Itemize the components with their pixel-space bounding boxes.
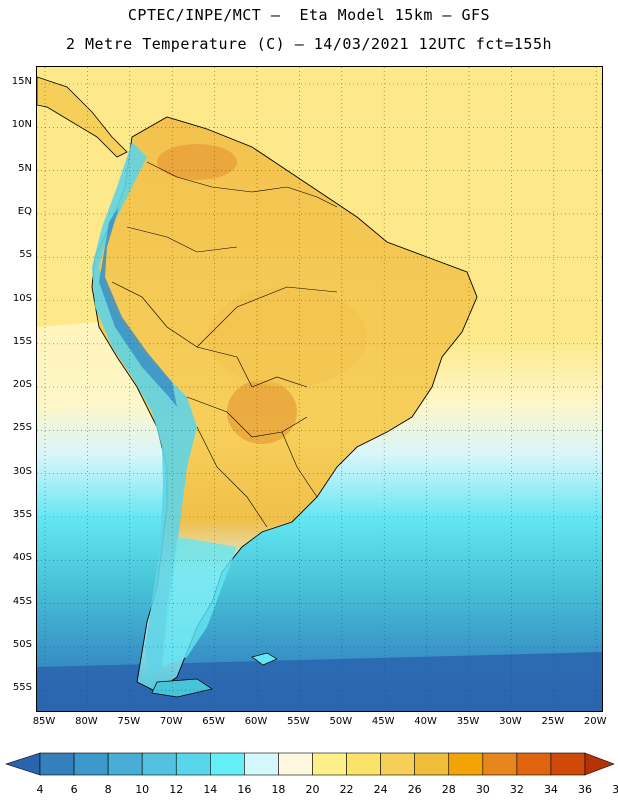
colorbar-label-34: 34 <box>543 783 558 796</box>
graticule-grid <box>37 67 602 711</box>
central-america <box>37 76 128 158</box>
colorbar-label-32: 32 <box>509 783 524 796</box>
colorbar-swatch-1 <box>39 752 75 776</box>
colorbar-label-4: 4 <box>36 783 44 796</box>
colorbar-swatch-10 <box>346 752 381 776</box>
lon-label-60w: 60W <box>244 716 268 727</box>
lat-label-5s: 5S <box>19 249 32 261</box>
temperature-map <box>36 66 603 712</box>
lat-label-45s: 45S <box>12 595 32 607</box>
colorbar-swatch-3 <box>107 752 143 776</box>
colorbar-swatch-12 <box>414 752 450 776</box>
lon-label-35w: 35W <box>456 716 480 727</box>
map-title-line1: CPTEC/INPE/MCT – Eta Model 15km – GFS <box>127 6 491 24</box>
colorbar-label-26: 26 <box>407 783 422 796</box>
colorbar-label-20: 20 <box>305 783 320 796</box>
colorbar-label-18: 18 <box>271 783 286 796</box>
lat-label-40s: 40S <box>12 552 32 564</box>
colorbar-swatch-6 <box>210 752 245 776</box>
lon-label-20w: 20W <box>583 716 607 727</box>
colorbar-label-30: 30 <box>475 783 490 796</box>
colorbar-arrow-high <box>584 752 615 776</box>
lat-label-15n: 15N <box>11 76 32 87</box>
lat-label-10n: 10N <box>11 119 32 131</box>
colorbar-swatch-14 <box>482 752 518 776</box>
colorbar-swatch-15 <box>516 752 552 776</box>
lon-label-50w: 50W <box>329 716 353 727</box>
lat-label-eq: EQ <box>17 205 32 217</box>
colorbar-label-12: 12 <box>169 783 184 796</box>
colorbar-label-38: 38 <box>612 783 618 796</box>
lat-label-30s: 30S <box>12 465 32 477</box>
colorbar-label-10: 10 <box>135 783 150 796</box>
colorbar-swatch-5 <box>175 752 211 776</box>
colorbar-swatch-7 <box>244 752 279 776</box>
colorbar-label-28: 28 <box>441 783 456 796</box>
colorbar-label-24: 24 <box>373 783 388 796</box>
colorbar-swatch-11 <box>380 752 415 776</box>
lon-label-40w: 40W <box>414 716 437 727</box>
colorbar-label-22: 22 <box>339 783 354 796</box>
colorbar-swatch-8 <box>278 752 313 776</box>
lon-label-65w: 65W <box>202 716 225 727</box>
colorbar-label-16: 16 <box>237 783 252 796</box>
lon-label-30w: 30W <box>499 716 522 727</box>
lat-label-55s: 55S <box>12 682 32 694</box>
colorbar-label-8: 8 <box>104 783 112 796</box>
lat-label-5n: 5N <box>18 162 32 174</box>
lat-label-10s: 10S <box>12 292 32 304</box>
colorbar-swatch-13 <box>448 752 484 776</box>
colorbar-swatch-2 <box>73 752 109 776</box>
colorbar-swatch-9 <box>312 752 347 776</box>
colorbar-label-6: 6 <box>70 783 78 796</box>
hot-region-north <box>157 144 237 180</box>
colorbar-swatch-4 <box>141 752 177 776</box>
falkland-islands <box>251 652 278 666</box>
warm-region-central <box>207 287 367 387</box>
tierra-del-fuego <box>151 678 213 698</box>
lat-label-15s: 15S <box>12 335 32 347</box>
colorbar-label-36: 36 <box>578 783 592 796</box>
lon-label-55w: 55W <box>287 716 310 727</box>
map-canvas <box>37 67 602 711</box>
map-title-line2: 2 Metre Temperature (C) – 14/03/2021 12U… <box>65 35 553 53</box>
lon-label-25w: 25W <box>541 716 565 727</box>
colorbar-label-14: 14 <box>203 783 218 796</box>
lon-label-85w: 85W <box>32 716 56 727</box>
country-borders <box>111 161 338 528</box>
lat-label-35s: 35S <box>12 509 32 520</box>
lat-label-50s: 50S <box>12 638 32 650</box>
temperature-colorbar <box>5 752 615 776</box>
hot-region-chaco <box>227 380 297 444</box>
colorbar-arrow-low <box>5 752 41 776</box>
lon-label-45w: 45W <box>371 716 395 727</box>
patagonia-cold <box>162 537 237 667</box>
lat-label-25s: 25S <box>12 422 32 434</box>
lon-label-75w: 75W <box>117 716 141 727</box>
lon-label-80w: 80W <box>75 716 98 727</box>
andes-cold-band <box>92 142 197 679</box>
colorbar-swatch-16 <box>550 752 586 776</box>
lon-label-70w: 70W <box>159 716 183 727</box>
lat-label-20s: 20S <box>12 379 32 391</box>
